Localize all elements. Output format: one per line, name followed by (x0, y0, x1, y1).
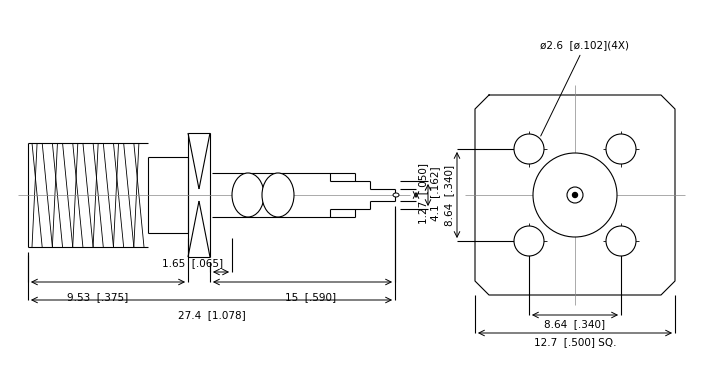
Text: 8.64  [.340]: 8.64 [.340] (544, 319, 606, 329)
Text: 1.27  [.050]: 1.27 [.050] (418, 163, 428, 225)
Circle shape (606, 134, 636, 164)
Circle shape (514, 226, 544, 256)
Text: 1.65  [.065]: 1.65 [.065] (163, 258, 224, 268)
Circle shape (533, 153, 617, 237)
Text: ø2.6  [ø.102](4X): ø2.6 [ø.102](4X) (541, 40, 629, 136)
Text: 8.64  [.340]: 8.64 [.340] (444, 165, 454, 225)
Circle shape (514, 134, 544, 164)
Circle shape (567, 187, 583, 203)
Text: 4.1  [.162]: 4.1 [.162] (430, 167, 440, 221)
Circle shape (572, 193, 577, 197)
Text: 27.4  [1.078]: 27.4 [1.078] (178, 310, 246, 320)
Text: 15  [.590]: 15 [.590] (285, 292, 336, 302)
Ellipse shape (232, 173, 264, 217)
Text: 9.53  [.375]: 9.53 [.375] (68, 292, 129, 302)
Ellipse shape (393, 193, 399, 197)
Text: 12.7  [.500] SQ.: 12.7 [.500] SQ. (534, 337, 616, 347)
Ellipse shape (262, 173, 294, 217)
Circle shape (606, 226, 636, 256)
